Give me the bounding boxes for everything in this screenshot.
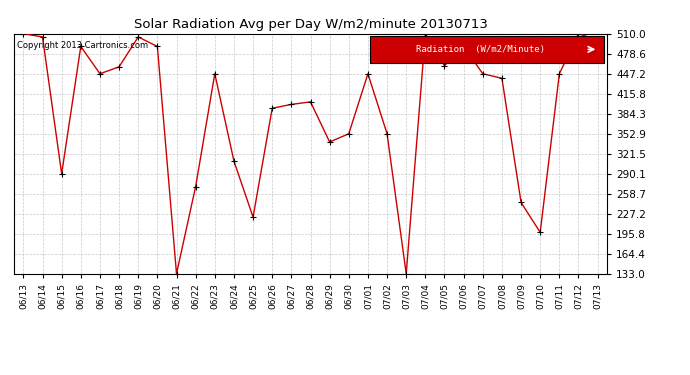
Text: Radiation  (W/m2/Minute): Radiation (W/m2/Minute) [415, 45, 544, 54]
Title: Solar Radiation Avg per Day W/m2/minute 20130713: Solar Radiation Avg per Day W/m2/minute … [134, 18, 487, 31]
FancyBboxPatch shape [370, 36, 604, 63]
Text: Copyright 2013 Cartronics.com: Copyright 2013 Cartronics.com [17, 41, 148, 50]
